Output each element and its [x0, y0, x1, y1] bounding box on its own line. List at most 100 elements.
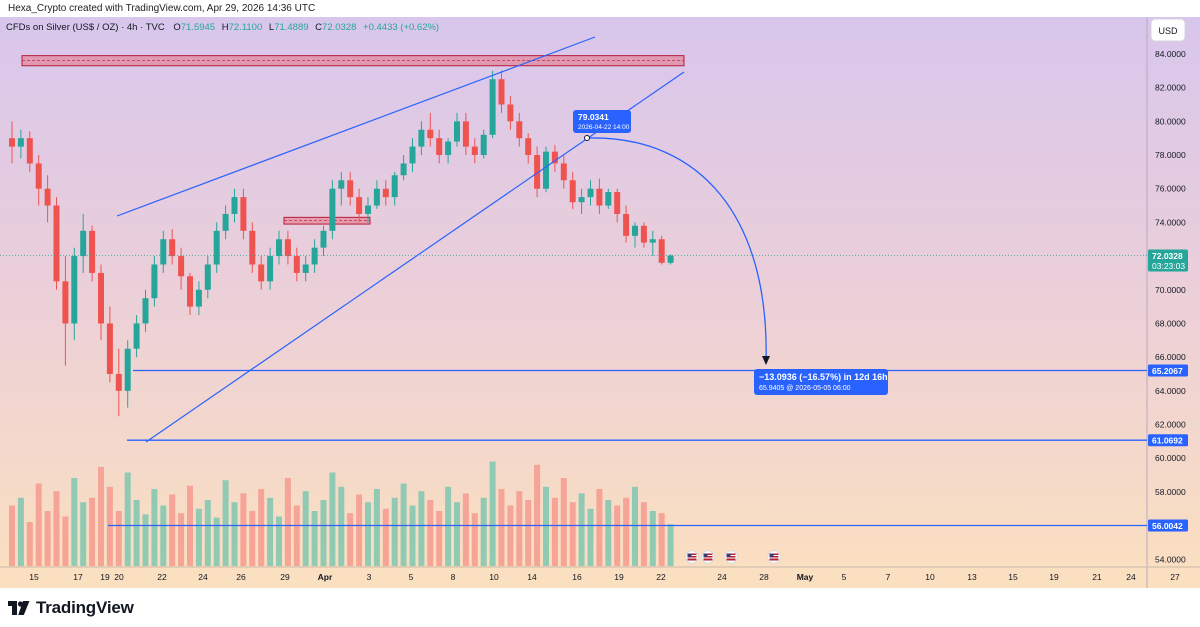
volume-bar: [142, 514, 149, 566]
change-value: +0.4433 (+0.62%): [363, 22, 439, 33]
price-label-text: 61.0692: [1152, 436, 1183, 446]
high-value: 72.1100: [229, 22, 263, 33]
target-label-box: [754, 369, 888, 395]
candle-body: [525, 138, 532, 156]
projection-arc[interactable]: [586, 137, 767, 364]
candle-body: [133, 323, 140, 349]
candle-body: [587, 188, 594, 198]
target-change-text: −13.0936 (−16.57%) in 12d 16h: [759, 372, 888, 382]
us-event-marker-icon[interactable]: [701, 550, 715, 564]
price-tick-label: 80.0000: [1155, 116, 1186, 126]
candle-body: [222, 213, 229, 231]
candle-body: [169, 239, 176, 257]
candle-body: [569, 180, 576, 203]
candle-body: [649, 239, 656, 243]
flag-stripe: [687, 557, 697, 559]
footer-brand: TradingView: [8, 598, 134, 618]
price-tick-label: 62.0000: [1155, 420, 1186, 430]
volume-bar: [391, 497, 398, 566]
trend-drawings[interactable]: [116, 36, 770, 443]
time-tick-label: 3: [367, 572, 372, 582]
flag-canton: [769, 553, 774, 557]
candle-body: [400, 163, 407, 176]
candle-body: [231, 197, 238, 214]
us-event-marker-icon[interactable]: [767, 550, 781, 564]
candle-body: [115, 373, 122, 391]
flag-canton: [687, 553, 692, 557]
flag-stripe: [726, 555, 736, 556]
candle-body: [507, 104, 514, 122]
candle-body: [178, 256, 185, 277]
upper-trendline[interactable]: [116, 36, 596, 217]
peak-label-box: [573, 110, 631, 133]
candle-body: [213, 230, 220, 265]
volume-bar: [632, 486, 638, 566]
price-label-badge: [1148, 434, 1188, 447]
target-time-text: 65.9405 @ 2026-05-05 06:00: [759, 385, 851, 392]
price-tick-label: 76.0000: [1155, 184, 1186, 194]
flag-stripes: [769, 553, 779, 561]
candle-body: [320, 230, 327, 248]
volume-bar: [605, 500, 612, 566]
us-event-marker-icon[interactable]: [724, 550, 738, 564]
candle-body: [26, 138, 33, 164]
flag-stripes: [687, 553, 697, 561]
price-tick-label: 54.0000: [1155, 554, 1186, 564]
candle-body: [195, 289, 202, 307]
candle-body: [578, 197, 585, 203]
candle-body: [623, 213, 630, 236]
candle-body: [293, 256, 300, 273]
close-label: C: [315, 22, 322, 33]
projection-arrowhead: [762, 356, 770, 365]
candle-body: [498, 79, 505, 105]
candle-body: [187, 276, 193, 307]
volume-bar: [578, 493, 585, 566]
open-value: 71.5945: [181, 22, 215, 33]
low-value: 71.4889: [274, 22, 308, 33]
volume-bar: [525, 500, 532, 566]
candle-body: [240, 197, 247, 231]
candle-body: [44, 188, 51, 206]
volume-bar: [213, 517, 220, 566]
candle-body: [516, 121, 523, 139]
candle-body: [80, 230, 87, 257]
volume-bar: [80, 502, 87, 566]
time-axis[interactable]: 15 17 19 20 22 24 26 29 Apr 3 5 8 10 14 16 19 22 24 28 May 5…: [0, 566, 1200, 582]
horizontal-levels[interactable]: [0, 255, 1147, 527]
volume-bar: [507, 505, 514, 566]
volume-bar: [9, 505, 15, 566]
projection-anchor: [584, 135, 590, 141]
volume-bar: [596, 489, 603, 566]
time-tick-label: 26: [236, 572, 246, 582]
volume-bar: [178, 513, 185, 566]
volume-bar: [534, 464, 541, 566]
volume-bar: [471, 513, 478, 566]
volume-bar: [516, 491, 523, 566]
candle-body: [560, 163, 567, 181]
volume-bar: [373, 489, 380, 566]
volume-bar: [222, 480, 229, 566]
economic-events[interactable]: [685, 550, 781, 564]
price-tick-label: 68.0000: [1155, 318, 1186, 328]
volume-bar: [409, 505, 416, 566]
candle-body: [551, 151, 558, 164]
time-tick-label: 10: [925, 572, 935, 582]
lower-trendline[interactable]: [145, 71, 685, 443]
volume-bar: [204, 500, 211, 566]
us-event-marker-icon[interactable]: [685, 550, 699, 564]
price-label-badge: [1148, 519, 1188, 532]
time-tick-label: 5: [409, 572, 414, 582]
price-axis[interactable]: 84.0000 82.0000 80.0000 78.0000 76.0000 74.00…: [1148, 49, 1188, 564]
volume-bar: [106, 486, 113, 566]
volume-bar: [454, 502, 460, 566]
time-tick-label: 28: [759, 572, 769, 582]
currency-label: USD: [1158, 26, 1178, 36]
price-tick-label: 84.0000: [1155, 49, 1186, 59]
currency-button[interactable]: USD: [1150, 18, 1186, 42]
volume-bar: [480, 497, 487, 566]
price-chart[interactable]: 84.0000 82.0000 80.0000 78.0000 76.0000 74.00…: [0, 17, 1200, 588]
close-value: 72.0328: [322, 22, 356, 33]
peak-time-text: 2026-04-22 14:00: [578, 124, 630, 131]
time-tick-label: 19: [614, 572, 624, 582]
chart-attribution: Hexa_Crypto created with TradingView.com…: [8, 3, 316, 14]
